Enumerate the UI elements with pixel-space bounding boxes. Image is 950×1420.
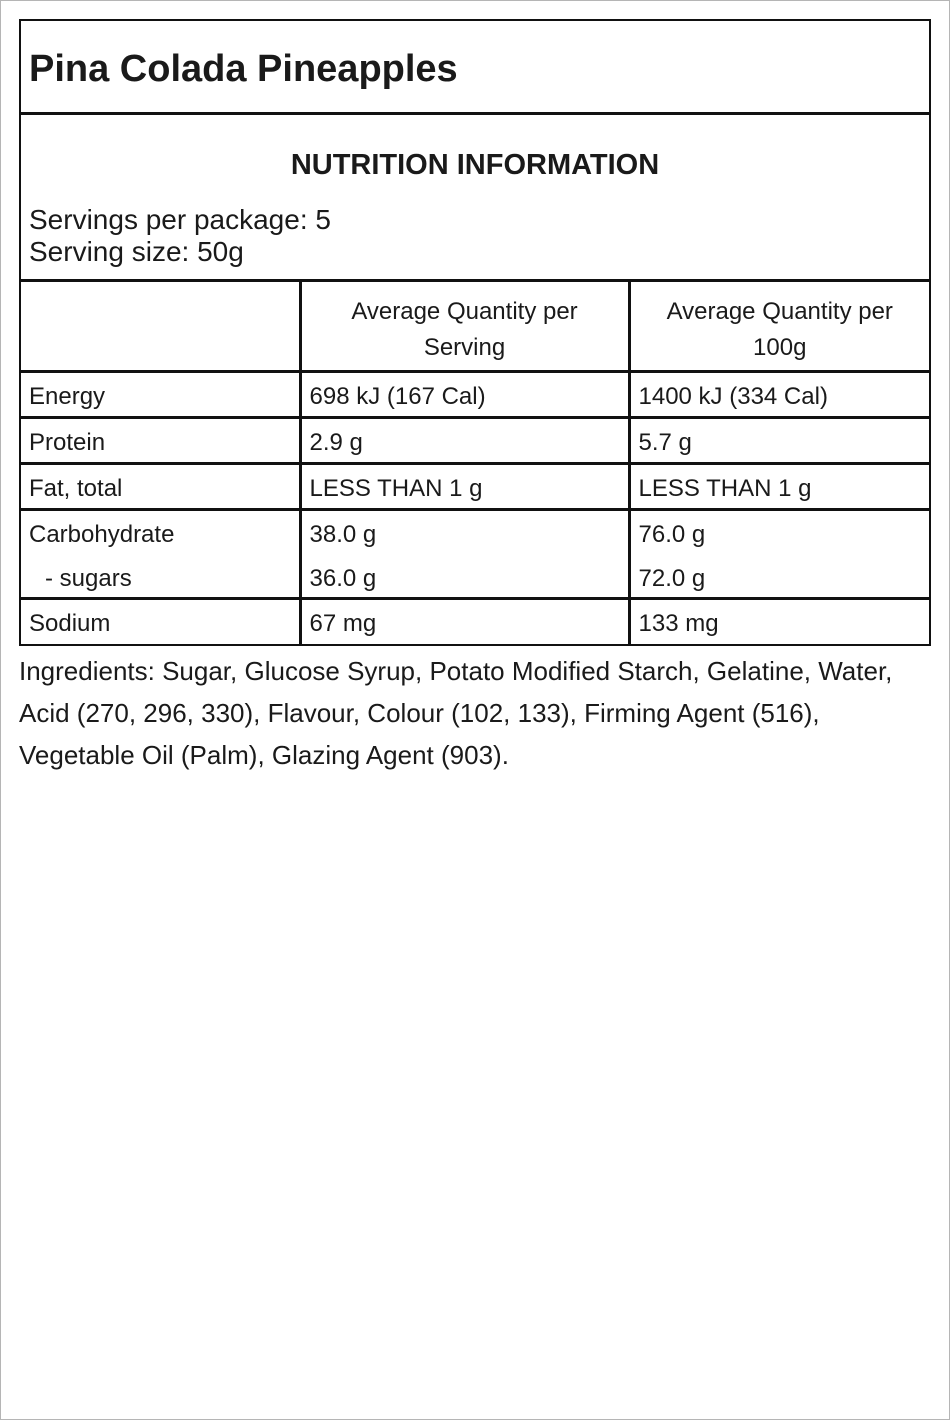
- nutrient-name: Sodium: [21, 596, 300, 644]
- header-per-serving: Average Quantity per Serving: [298, 282, 629, 371]
- servings-per-package: Servings per package: 5: [29, 204, 331, 235]
- sub-per-100g-value: 72.0 g: [638, 564, 706, 592]
- per-serving-cell: 38.0 g 36.0 g: [298, 507, 629, 598]
- nutrient-name: Protein: [21, 415, 300, 463]
- per-100g-value: 133 mg: [627, 596, 929, 644]
- table-row: Energy 698 kJ (167 Cal) 1400 kJ (334 Cal…: [21, 369, 929, 417]
- table-row: Carbohydrate - sugars 38.0 g 36.0 g 76.0…: [21, 507, 929, 598]
- table-row: Fat, total LESS THAN 1 g LESS THAN 1 g: [21, 461, 929, 509]
- nutrition-heading: NUTRITION INFORMATION: [290, 149, 660, 181]
- table-row: Protein 2.9 g 5.7 g: [21, 415, 929, 463]
- per-serving-value: 38.0 g: [309, 520, 377, 548]
- nutrition-table: Average Quantity per Serving Average Qua…: [21, 282, 929, 644]
- per-serving-value: 2.9 g: [298, 415, 629, 463]
- ingredients-text: Ingredients: Sugar, Glucose Syrup, Potat…: [19, 656, 893, 770]
- per-serving-value: 698 kJ (167 Cal): [298, 369, 629, 417]
- sub-nutrient-name: - sugars: [45, 564, 132, 592]
- sub-per-serving-value: 36.0 g: [309, 564, 377, 592]
- nutrient-name: Fat, total: [21, 461, 300, 509]
- per-100g-value: 1400 kJ (334 Cal): [627, 369, 929, 417]
- table-header-row: Average Quantity per Serving Average Qua…: [21, 282, 929, 371]
- header-nutrient: [21, 282, 300, 371]
- per-serving-value: 67 mg: [298, 596, 629, 644]
- table-row: Sodium 67 mg 133 mg: [21, 596, 929, 644]
- nutrient-name: Carbohydrate: [29, 520, 175, 548]
- serving-size: Serving size: 50g: [29, 236, 244, 267]
- per-100g-value: 5.7 g: [627, 415, 929, 463]
- nutrition-label: Pina Colada Pineapples NUTRITION INFORMA…: [19, 19, 931, 646]
- per-100g-cell: 76.0 g 72.0 g: [627, 507, 929, 598]
- nutrient-name: Energy: [21, 369, 300, 417]
- nutrition-info-section: NUTRITION INFORMATION Servings per packa…: [21, 115, 929, 282]
- per-100g-value: 76.0 g: [638, 520, 706, 548]
- per-serving-value: LESS THAN 1 g: [298, 461, 629, 509]
- nutrient-cell: Carbohydrate - sugars: [21, 507, 300, 598]
- per-100g-value: LESS THAN 1 g: [627, 461, 929, 509]
- product-title: Pina Colada Pineapples: [21, 21, 929, 115]
- header-per-100g: Average Quantity per 100g: [627, 282, 929, 371]
